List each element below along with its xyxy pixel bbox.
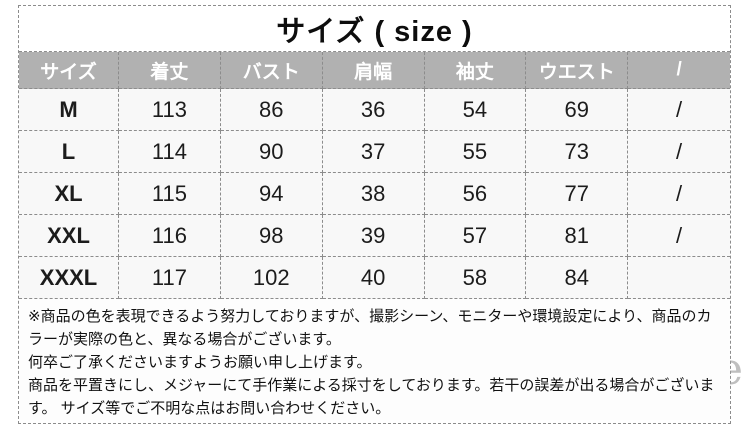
- cell-xl-slash: /: [628, 173, 730, 215]
- cell-m-bust: 86: [220, 89, 323, 131]
- column-header-length: 着丈: [119, 52, 221, 89]
- note-measurement-disclaimer: 商品を平置きにし、メジャーにて手作業による採寸をしております。若干の誤差が出る場…: [28, 377, 715, 417]
- cell-xl-waist: 77: [526, 173, 629, 215]
- cell-l-length: 114: [119, 131, 221, 173]
- cell-xxl-slash: /: [628, 215, 730, 257]
- column-header-sleeve: 袖丈: [424, 52, 527, 89]
- column-header-size: サイズ: [19, 52, 119, 89]
- note-apology: 何卒ご了承くださいますようお願い申し上げます。: [28, 354, 372, 371]
- cell-xxl-sleeve: 57: [424, 215, 527, 257]
- cell-xxl-waist: 81: [526, 215, 629, 257]
- row-label-xxl: XXL: [19, 215, 119, 257]
- cell-l-waist: 73: [526, 131, 629, 173]
- cell-l-sleeve: 55: [424, 131, 527, 173]
- size-table: サイズ 着丈 バスト 肩幅 袖丈 ウエスト / M 113 86 36 54 6…: [19, 52, 730, 299]
- cell-xxxl-length: 117: [119, 257, 221, 299]
- cell-xl-length: 115: [119, 173, 221, 215]
- cell-xl-sleeve: 56: [424, 173, 527, 215]
- cell-xxxl-bust: 102: [220, 257, 323, 299]
- cell-m-slash: /: [628, 89, 730, 131]
- cell-xxl-bust: 98: [220, 215, 323, 257]
- cell-m-shoulder: 36: [322, 89, 425, 131]
- row-label-l: L: [19, 131, 119, 173]
- cell-xxxl-waist: 84: [526, 257, 629, 299]
- notes-section: ※商品の色を表現できるよう努力しておりますが、撮影シーン、モニターや環境設定によ…: [19, 299, 730, 420]
- cell-m-waist: 69: [526, 89, 629, 131]
- cell-l-bust: 90: [220, 131, 323, 173]
- size-chart-sheet: サイズ ( size ) サイズ 着丈 バスト 肩幅 袖丈 ウエスト / M 1…: [18, 5, 731, 424]
- note-color-disclaimer: ※商品の色を表現できるよう努力しておりますが、撮影シーン、モニターや環境設定によ…: [28, 308, 712, 348]
- column-header-shoulder: 肩幅: [322, 52, 425, 89]
- cell-xxxl-slash: [628, 257, 730, 299]
- cell-m-sleeve: 54: [424, 89, 527, 131]
- cell-xl-bust: 94: [220, 173, 323, 215]
- row-label-xl: XL: [19, 173, 119, 215]
- row-label-m: M: [19, 89, 119, 131]
- cell-xxl-length: 116: [119, 215, 221, 257]
- cell-m-length: 113: [119, 89, 221, 131]
- title-row: サイズ ( size ): [19, 6, 730, 52]
- cell-xxxl-sleeve: 58: [424, 257, 527, 299]
- column-header-waist: ウエスト: [526, 52, 629, 89]
- cell-l-slash: /: [628, 131, 730, 173]
- cell-xxxl-shoulder: 40: [322, 257, 425, 299]
- cell-l-shoulder: 37: [322, 131, 425, 173]
- column-header-bust: バスト: [220, 52, 323, 89]
- cell-xl-shoulder: 38: [322, 173, 425, 215]
- page-title: サイズ ( size ): [276, 15, 473, 48]
- column-header-slash: /: [628, 52, 730, 89]
- cell-xxl-shoulder: 39: [322, 215, 425, 257]
- row-label-xxxl: XXXL: [19, 257, 119, 299]
